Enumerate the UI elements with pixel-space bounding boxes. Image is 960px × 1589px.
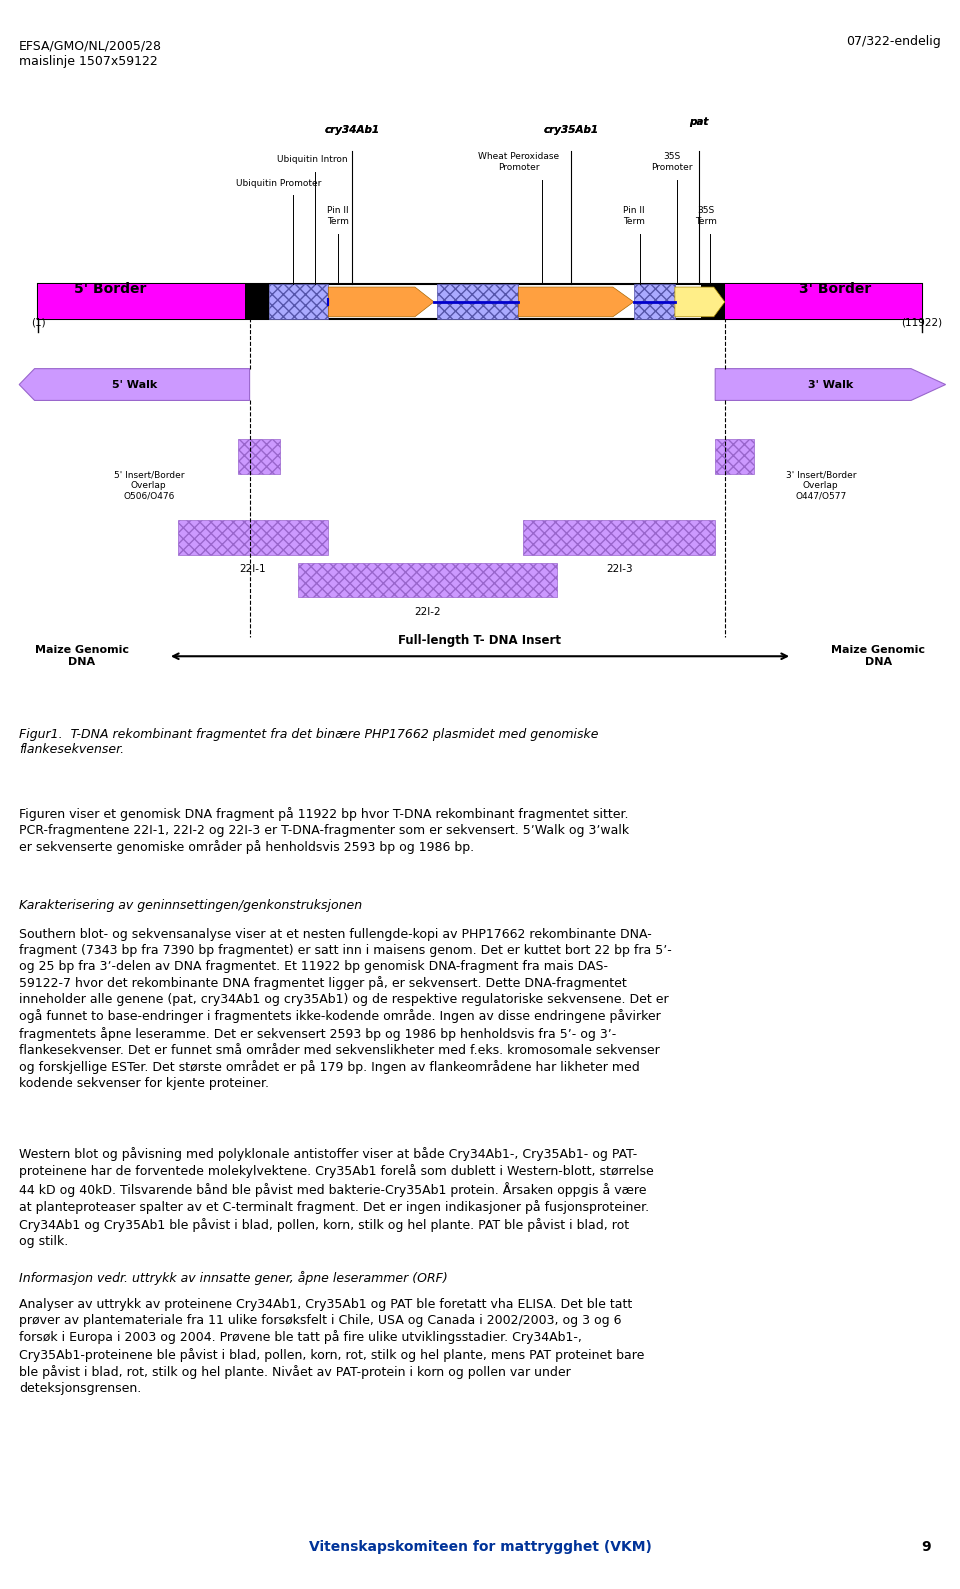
Text: 3' Walk: 3' Walk: [807, 380, 853, 389]
Text: 5' Border: 5' Border: [74, 283, 147, 296]
Polygon shape: [19, 369, 250, 400]
Text: Western blot og påvisning med polyklonale antistoffer viser at både Cry34Ab1-, C: Western blot og påvisning med polyklonal…: [19, 1147, 654, 1247]
Text: 3' Border: 3' Border: [799, 283, 872, 296]
Bar: [701, 284, 725, 319]
Polygon shape: [675, 288, 725, 316]
Bar: [245, 284, 269, 319]
Bar: [269, 284, 328, 319]
Bar: [437, 284, 518, 319]
Text: 3' Insert/Border
Overlap
O447/O577: 3' Insert/Border Overlap O447/O577: [785, 470, 856, 501]
Bar: [298, 563, 557, 597]
Text: Southern blot- og sekvensanalyse viser at et nesten fullengde-kopi av PHP17662 r: Southern blot- og sekvensanalyse viser a…: [19, 928, 672, 1090]
Text: Pin II
Term: Pin II Term: [327, 207, 348, 226]
Text: Wheat Peroxidase
Promoter: Wheat Peroxidase Promoter: [478, 153, 559, 172]
Text: cry35Ab1: cry35Ab1: [543, 126, 599, 135]
Text: cry35Ab1: cry35Ab1: [543, 126, 599, 135]
Text: 07/322-endelig: 07/322-endelig: [846, 35, 941, 48]
Text: 22I-1: 22I-1: [240, 564, 266, 574]
Text: Informasjon vedr. uttrykk av innsatte gener, åpne leserammer (ORF): Informasjon vedr. uttrykk av innsatte ge…: [19, 1271, 448, 1286]
Text: (1): (1): [31, 318, 46, 327]
Text: 35S
Promoter: 35S Promoter: [651, 153, 693, 172]
Bar: [715, 439, 754, 474]
Text: cry34Ab1: cry34Ab1: [324, 126, 380, 135]
Bar: [38, 284, 245, 319]
Text: pat: pat: [689, 118, 708, 127]
Polygon shape: [518, 288, 634, 316]
Text: Maize Genomic
DNA: Maize Genomic DNA: [831, 645, 925, 667]
Text: (11922): (11922): [901, 318, 942, 327]
Bar: [523, 520, 715, 555]
Text: 22I-3: 22I-3: [606, 564, 633, 574]
Text: 22I-2: 22I-2: [414, 607, 441, 617]
Text: Vitenskapskomiteen for mattrygghet (VKM): Vitenskapskomiteen for mattrygghet (VKM): [308, 1540, 652, 1554]
Text: Karakterisering av geninnsettingen/genkonstruksjonen: Karakterisering av geninnsettingen/genko…: [19, 899, 362, 912]
Bar: [238, 439, 280, 474]
Text: 35S
Term: 35S Term: [695, 207, 716, 226]
Text: Maize Genomic
DNA: Maize Genomic DNA: [35, 645, 129, 667]
Text: 9: 9: [922, 1540, 931, 1554]
Bar: [178, 520, 328, 555]
Bar: [634, 284, 675, 319]
FancyBboxPatch shape: [38, 284, 922, 319]
Text: Figuren viser et genomisk DNA fragment på 11922 bp hvor T-DNA rekombinant fragme: Figuren viser et genomisk DNA fragment p…: [19, 807, 630, 855]
Text: Ubiquitin Intron: Ubiquitin Intron: [276, 154, 348, 164]
Text: pat: pat: [689, 118, 708, 127]
Text: Pin II
Term: Pin II Term: [623, 207, 644, 226]
Text: Analyser av uttrykk av proteinene Cry34Ab1, Cry35Ab1 og PAT ble foretatt vha ELI: Analyser av uttrykk av proteinene Cry34A…: [19, 1298, 644, 1395]
Text: Full-length T- DNA Insert: Full-length T- DNA Insert: [398, 634, 562, 647]
Text: Figur1.  T-DNA rekombinant fragmentet fra det binære PHP17662 plasmidet med geno: Figur1. T-DNA rekombinant fragmentet fra…: [19, 728, 599, 756]
Text: EFSA/GMO/NL/2005/28
maislinje 1507x59122: EFSA/GMO/NL/2005/28 maislinje 1507x59122: [19, 40, 162, 68]
Text: cry34Ab1: cry34Ab1: [324, 126, 380, 135]
Polygon shape: [328, 288, 434, 316]
Text: 5' Walk: 5' Walk: [111, 380, 157, 389]
Text: Ubiquitin Promoter: Ubiquitin Promoter: [236, 178, 321, 188]
Bar: [725, 284, 922, 319]
Polygon shape: [715, 369, 946, 400]
Text: 5' Insert/Border
Overlap
O506/O476: 5' Insert/Border Overlap O506/O476: [113, 470, 184, 501]
